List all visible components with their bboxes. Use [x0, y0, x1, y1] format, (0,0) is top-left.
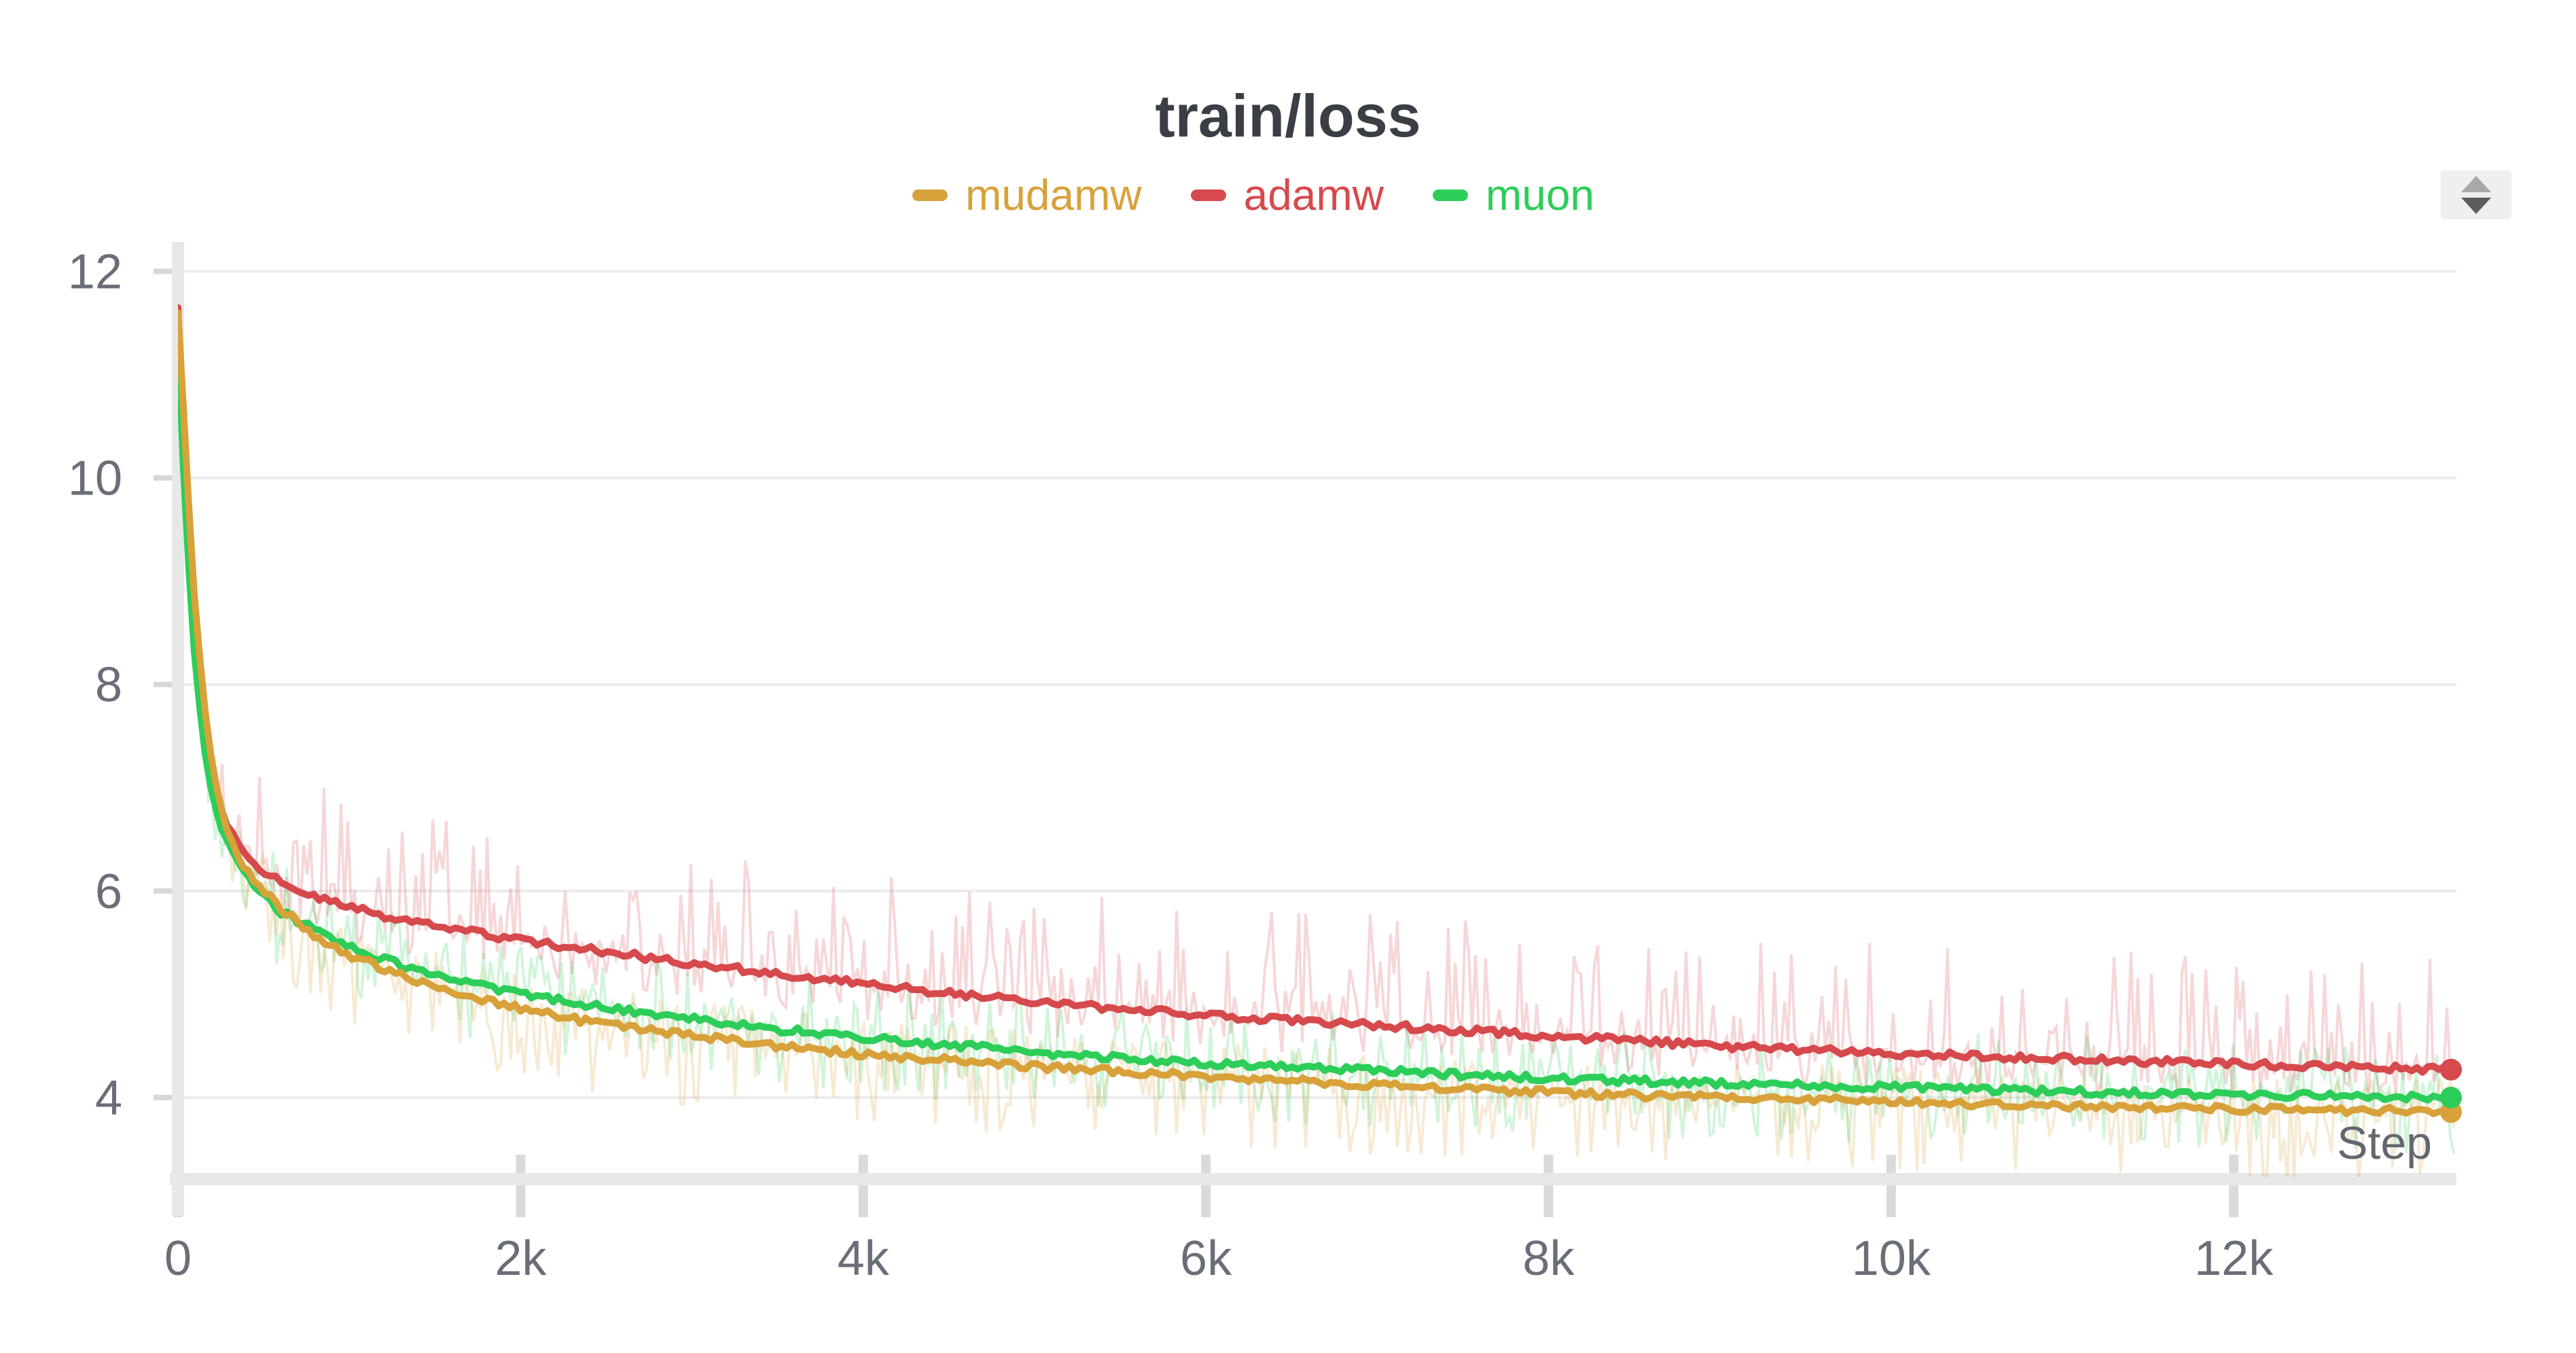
legend-item-mudamw: mudamw	[912, 170, 1142, 220]
x-axis-tick-label: 12k	[2194, 1231, 2274, 1286]
y-axis-tick-label: 6	[95, 865, 122, 919]
y-axis-tick-label: 8	[95, 658, 122, 712]
legend-item-adamw: adamw	[1190, 170, 1384, 220]
legend-label-adamw: adamw	[1243, 170, 1384, 219]
panel-title: train/loss	[1155, 82, 1421, 149]
arrow-down-icon	[2461, 198, 2491, 214]
smoothed-line-mudamw	[178, 309, 2458, 1118]
x-axis-line	[170, 1173, 2456, 1185]
legend-label-mudamw: mudamw	[965, 170, 1142, 219]
panel-stepper-button[interactable]	[2441, 170, 2511, 219]
legend-label-muon: muon	[1485, 170, 1595, 219]
legend-swatch-muon	[1432, 189, 1468, 201]
y-axis-tick-label: 10	[68, 452, 122, 506]
last-point-dot-adamw	[2440, 1058, 2462, 1081]
raw-line-adamw	[178, 307, 2455, 1101]
x-axis-tick-label: 2k	[495, 1231, 547, 1286]
legend-swatch-adamw	[1190, 189, 1226, 201]
x-axis-tick-label: 6k	[1180, 1231, 1232, 1286]
raw-line-muon	[178, 338, 2455, 1155]
chart-legend: mudamw adamw muon	[912, 170, 1594, 220]
legend-swatch-mudamw	[912, 189, 948, 201]
y-axis-tick-label: 12	[68, 245, 122, 300]
smoothed-line-adamw	[178, 304, 2458, 1076]
x-axis-tick-label: 10k	[1852, 1231, 1931, 1286]
x-axis-tick-label: 0	[164, 1231, 192, 1286]
arrow-up-icon	[2461, 176, 2491, 192]
x-axis-tick-label: 4k	[838, 1231, 890, 1286]
last-point-dot-muon	[2440, 1086, 2462, 1108]
y-axis-tick-label: 4	[95, 1071, 122, 1125]
x-axis-tick-label: 8k	[1522, 1231, 1575, 1286]
legend-item-muon: muon	[1432, 170, 1595, 220]
smoothed-line-muon	[178, 335, 2458, 1104]
x-axis-title: Step	[2337, 1117, 2432, 1169]
